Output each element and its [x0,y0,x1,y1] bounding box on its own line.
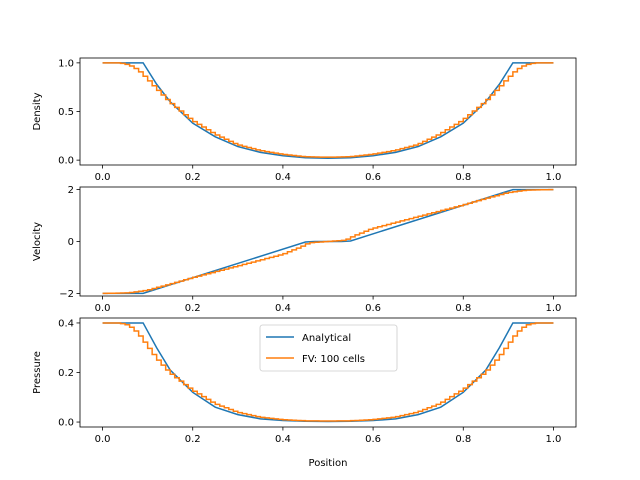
y-tick-label: 0.4 [58,318,74,329]
panel-density: 0.0 0.2 0.4 0.6 0.8 1.0 0.0 0.5 1.0 Density [32,57,577,183]
x-tick-label: 0.2 [185,172,201,183]
x-tick-label: 1.0 [546,303,562,314]
x-tick-label: 0.2 [185,434,201,445]
x-tick-label: 0.2 [185,303,201,314]
axes-frame [79,57,577,166]
x-axis-label: Position [309,458,348,469]
y-tick-label: 1.0 [58,58,74,69]
y-tick-label: 0.0 [58,156,74,167]
y-tick-label: −2 [59,289,74,300]
series-line-fv [102,188,554,295]
x-tick-label: 0.8 [455,172,471,183]
x-tick-label: 0.0 [95,172,111,183]
series-line-fv [102,62,554,158]
x-tick-label: 0.8 [455,303,471,314]
y-tick-label: 0 [68,237,74,248]
x-tick-label: 0.6 [365,434,381,445]
legend: Analytical FV: 100 cells [259,324,398,372]
x-tick-label: 0.0 [95,434,111,445]
legend-box [259,324,398,372]
x-tick-label: 0.6 [365,303,381,314]
series-line-fv [102,322,554,422]
x-tick-label: 0.4 [275,434,291,445]
x-tick-label: 0.4 [275,172,291,183]
x-tick-label: 1.0 [546,172,562,183]
x-tick-label: 0.4 [275,303,291,314]
legend-label: Analytical [302,333,351,344]
y-axis-label: Velocity [32,222,43,261]
legend-label: FV: 100 cells [302,354,365,365]
y-tick-label: 0.5 [58,107,74,118]
x-tick-label: 0.6 [365,172,381,183]
panel-velocity: 0.0 0.2 0.4 0.6 0.8 1.0 −2 0 2 Velocity [32,185,577,314]
y-tick-label: 0.2 [58,368,74,379]
x-tick-label: 1.0 [546,434,562,445]
y-tick-label: 2 [68,185,74,196]
x-tick-label: 0.0 [95,303,111,314]
y-tick-label: 0.0 [58,418,74,429]
x-tick-label: 0.8 [455,434,471,445]
y-axis-label: Density [32,92,43,130]
panel-pressure: 0.0 0.2 0.4 0.6 0.8 1.0 0.0 0.2 0.4 Pressure [32,317,577,445]
series-line-analytical [102,62,554,159]
y-axis-label: Pressure [32,351,43,394]
